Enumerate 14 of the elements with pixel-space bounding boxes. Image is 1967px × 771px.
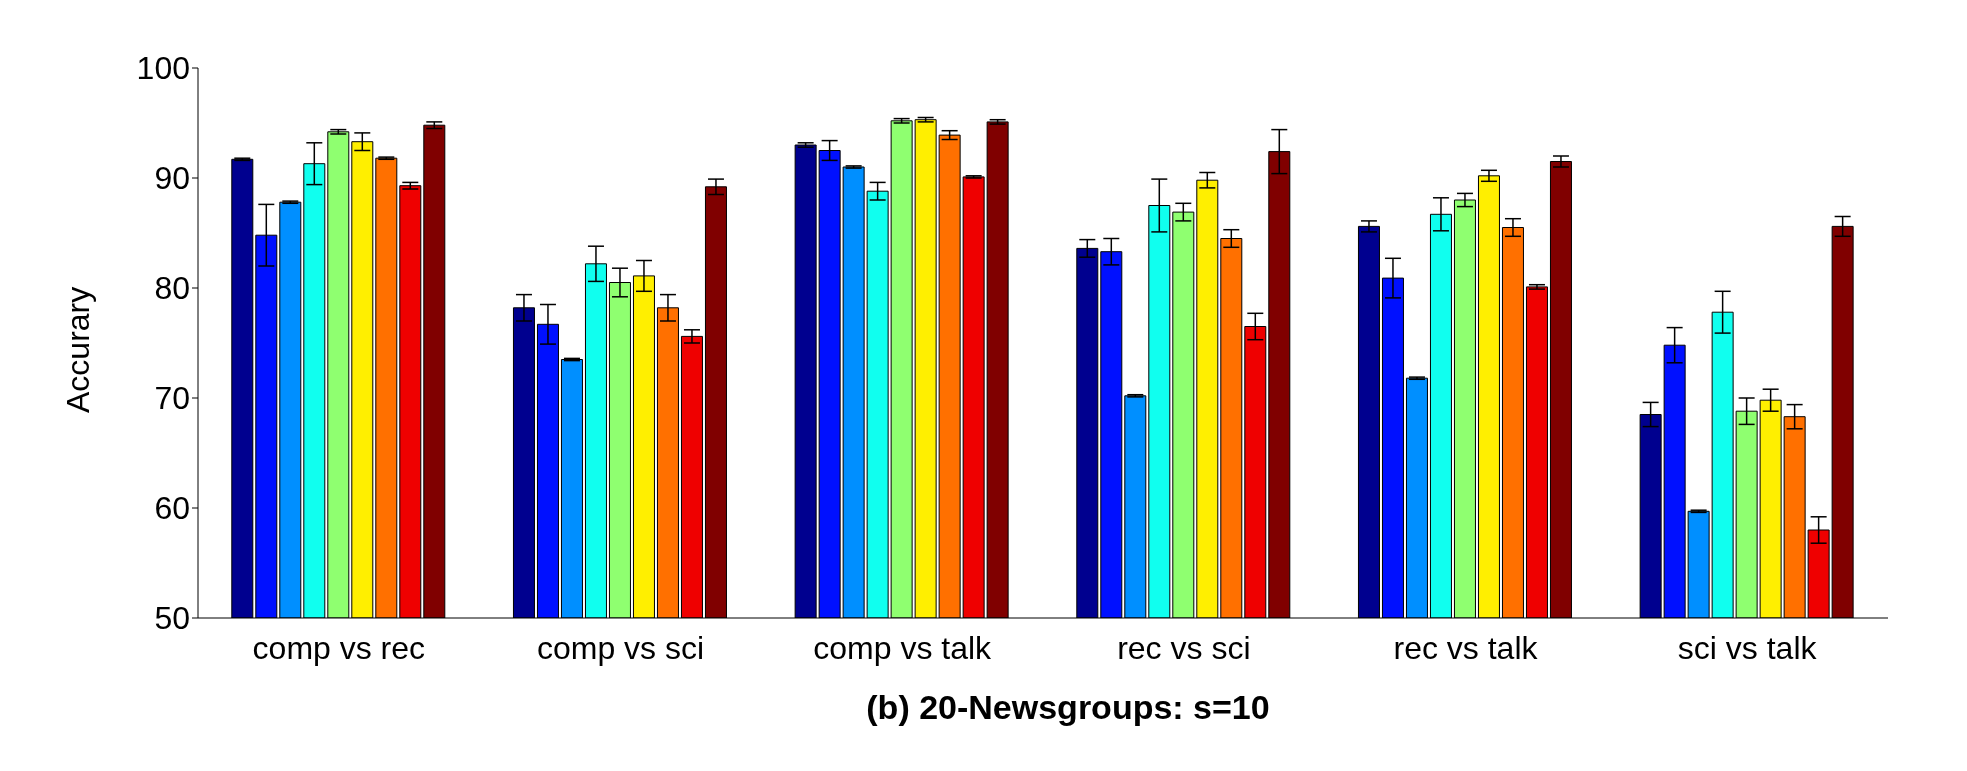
y-tick-label: 90 [154, 160, 190, 197]
x-tick-label: rec vs talk [1393, 629, 1539, 666]
x-tick-label: comp vs rec [252, 629, 426, 666]
y-tick-label: 100 [136, 50, 190, 87]
y-tick-label: 70 [154, 380, 190, 417]
y-tick-label: 80 [154, 270, 190, 307]
x-tick-label: comp vs talk [813, 629, 993, 666]
y-tick-label: 50 [154, 600, 190, 637]
y-tick-label: 60 [154, 490, 190, 527]
text: (b) 20-Newsgroups: s=10 [865, 688, 1271, 727]
x-tick-label: sci vs talk [1677, 629, 1818, 666]
x-tick-label: comp vs sci [536, 629, 705, 666]
y-axis-title: Accurary [60, 286, 97, 413]
x-tick-label: rec vs sci [1117, 629, 1251, 666]
